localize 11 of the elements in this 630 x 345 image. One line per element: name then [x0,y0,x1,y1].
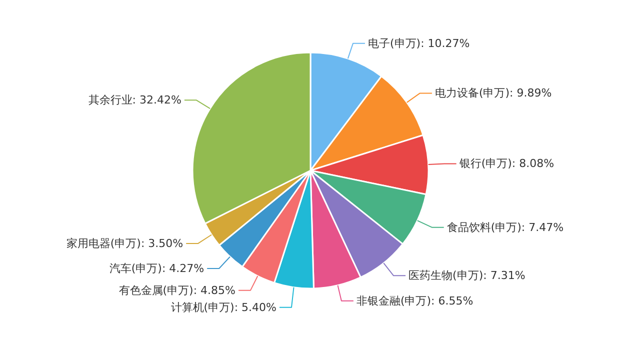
slice-label: 非银金融(申万): 6.55% [356,294,474,308]
slice-label: 银行(申万): 8.08% [458,157,554,170]
slice-label: 家用电器(申万): 3.50% [66,236,184,250]
slice-label: 其余行业: 32.42% [88,94,182,107]
slice-label: 食品饮料(申万): 7.47% [446,220,564,234]
slice-label: 有色金属(申万): 4.85% [118,284,236,297]
slice-label: 计算机(申万): 5.40% [170,300,276,314]
slice-label: 电子(申万): 10.27% [368,36,470,50]
slice-label: 汽车(申万): 4.27% [109,262,204,275]
slice-label: 电力设备(申万): 9.89% [434,86,552,100]
slice-label: 医药生物(申万): 7.31% [408,269,526,282]
